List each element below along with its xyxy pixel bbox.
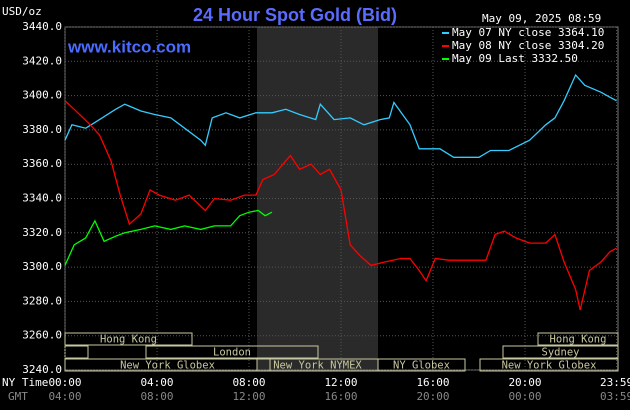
- gmt-tick-label: 12:00: [232, 390, 265, 403]
- x-tick-label: 12:00: [324, 376, 357, 389]
- gmt-tick-label: 04:00: [48, 390, 81, 403]
- session-box: [502, 345, 619, 359]
- x-tick-label: 16:00: [416, 376, 449, 389]
- legend-label: May 09 Last 3332.50: [452, 52, 578, 65]
- session-box: [64, 345, 89, 359]
- session-label: London: [213, 347, 251, 359]
- session-label: New York Globex: [120, 360, 215, 372]
- price-line: [64, 73, 617, 158]
- y-tick-label: 3320.0: [22, 226, 62, 239]
- session-label: NY Globex: [393, 360, 450, 372]
- y-tick-label: 3340.0: [22, 192, 62, 205]
- price-line: [64, 209, 273, 266]
- gmt-tick-label: 00:00: [508, 390, 541, 403]
- session-label: Sydney: [542, 347, 580, 359]
- gmt-tick-label: 08:00: [140, 390, 173, 403]
- chart-title: 24 Hour Spot Gold (Bid): [193, 5, 397, 25]
- session-box: [145, 345, 319, 359]
- x-tick-label: 08:00: [232, 376, 265, 389]
- y-tick-label: 3280.0: [22, 294, 62, 307]
- unit-label: USD/oz: [2, 5, 42, 18]
- watermark: www.kitco.com: [67, 37, 191, 56]
- y-tick-label: 3360.0: [22, 157, 62, 170]
- y-tick-label: 3420.0: [22, 54, 62, 67]
- x-tick-label: 00:00: [48, 376, 81, 389]
- session-label: New York Globex: [502, 360, 597, 372]
- gmt-tick-label: 16:00: [324, 390, 357, 403]
- session-box: [64, 358, 271, 372]
- legend-label: May 08 NY close 3304.20: [452, 39, 604, 52]
- session-box: [479, 358, 619, 372]
- y-tick-label: 3400.0: [22, 89, 62, 102]
- session-box: [64, 332, 193, 346]
- x-tick-label: 23:59: [600, 376, 630, 389]
- timestamp: May 09, 2025 08:59: [482, 12, 601, 25]
- y-tick-label: 3380.0: [22, 123, 62, 136]
- session-label: Hong Kong: [100, 334, 157, 346]
- x-row-label: GMT: [8, 390, 28, 403]
- x-tick-label: 20:00: [508, 376, 541, 389]
- y-tick-label: 3240.0: [22, 363, 62, 376]
- y-tick-label: 3440.0: [22, 20, 62, 33]
- x-row-label: NY Time: [2, 376, 48, 389]
- gmt-tick-label: 20:00: [416, 390, 449, 403]
- price-line: [64, 100, 617, 311]
- x-tick-label: 04:00: [140, 376, 173, 389]
- session-label: Hong Kong: [550, 334, 607, 346]
- gmt-tick-label: 03:59: [600, 390, 630, 403]
- session-box: [537, 332, 619, 346]
- legend-label: May 07 NY close 3364.10: [452, 26, 604, 39]
- session-label: New York NYMEX: [273, 360, 362, 372]
- y-tick-label: 3260.0: [22, 329, 62, 342]
- session-box: [377, 358, 466, 372]
- y-tick-label: 3300.0: [22, 260, 62, 273]
